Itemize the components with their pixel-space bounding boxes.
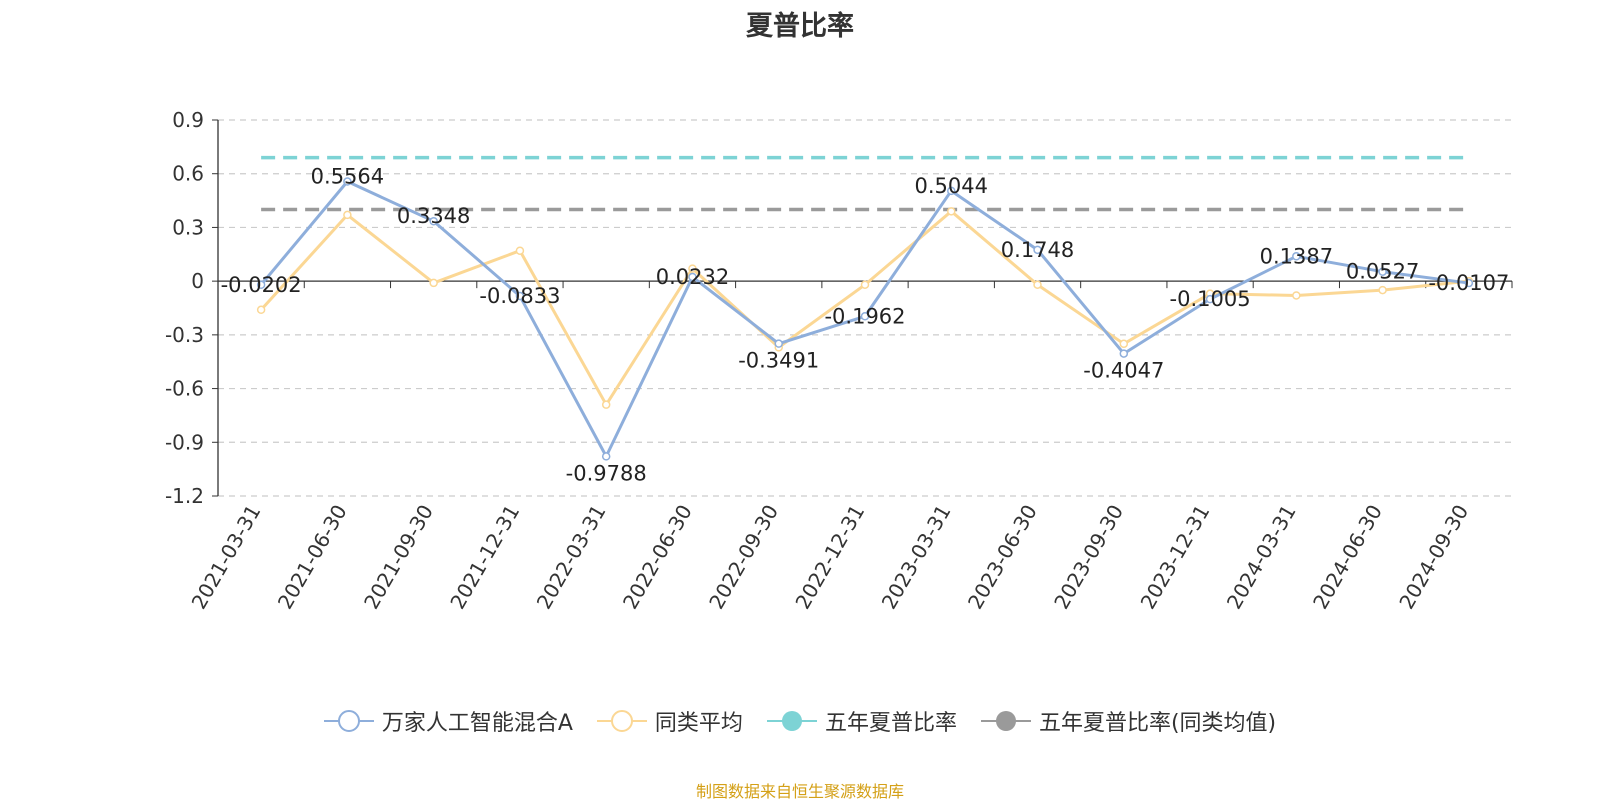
x-tick-label: 2024-03-31 [1222, 501, 1301, 614]
data-point [1205, 294, 1215, 304]
chart-title: 夏普比率 [746, 11, 854, 42]
data-point [429, 278, 438, 288]
x-tick-label: 2024-09-30 [1394, 501, 1473, 614]
data-label: 0.0232 [656, 265, 729, 289]
data-point [860, 280, 870, 289]
data-point [1464, 278, 1474, 288]
legend-item-series1[interactable]: 万家人工智能混合A [323, 705, 573, 737]
y-tick-label: 0.6 [172, 162, 204, 186]
legend-line-circle-icon [596, 710, 647, 732]
data-point [515, 246, 525, 255]
y-tick-label: -0.3 [165, 323, 204, 347]
x-tick-label: 2023-03-31 [877, 500, 956, 613]
x-tick-label: 2022-03-31 [532, 501, 611, 614]
legend-line-dot-icon [766, 711, 817, 731]
x-tick-label: 2021-12-31 [445, 501, 524, 614]
data-point [515, 291, 525, 301]
data-point [601, 452, 611, 461]
data-label: 0.5044 [915, 174, 988, 198]
data-label: -0.0202 [221, 273, 302, 297]
data-point [343, 177, 352, 186]
y-tick-label: 0.9 [172, 108, 204, 132]
y-tick-label: 0.3 [172, 215, 204, 239]
data-label: -0.0107 [1428, 271, 1509, 295]
legend-label-series1: 万家人工智能混合A [381, 711, 573, 736]
y-tick-label: 0 [191, 269, 204, 293]
legend-label-series2: 同类平均 [654, 711, 743, 736]
data-label: -0.3491 [738, 349, 819, 373]
legend-label-five-year: 五年夏普比率 [824, 711, 957, 736]
data-label: -0.4047 [1083, 359, 1164, 383]
data-point [1119, 349, 1129, 358]
source-note: 制图数据来自恒生聚源数据库 [695, 782, 904, 801]
x-tick-label: 2023-09-30 [1049, 501, 1128, 614]
legend-item-five-year[interactable]: 五年夏普比率 [766, 705, 957, 737]
data-point [1378, 285, 1387, 295]
data-point [256, 305, 266, 315]
data-point [1033, 245, 1042, 255]
legend-item-series2[interactable]: 同类平均 [596, 705, 743, 737]
data-labels: -0.0202 0.5564 0.3348 -0.0833 -0.9788 0.0232 -… [221, 165, 1510, 486]
data-label: 0.1748 [1001, 238, 1074, 262]
reference-lines [261, 155, 1469, 212]
data-point [343, 210, 352, 220]
x-tick-label: 2022-12-31 [790, 501, 869, 614]
data-point [1119, 339, 1129, 349]
x-tick-label: 2021-06-30 [273, 501, 352, 614]
grid-lines [218, 119, 1512, 497]
y-tick-label: -0.9 [165, 430, 204, 454]
x-tick-label: 2022-06-30 [618, 501, 697, 614]
data-label: 0.1387 [1260, 244, 1333, 268]
data-label: -0.1005 [1170, 287, 1251, 311]
data-point [429, 216, 438, 226]
x-tick-label: 2021-03-31 [187, 501, 266, 614]
data-point [688, 264, 697, 273]
data-point [1292, 252, 1301, 261]
data-point [947, 186, 956, 196]
data-label: -0.9788 [566, 461, 647, 485]
legend-line-dot-icon [980, 711, 1031, 731]
x-tick-label: 2024-06-30 [1308, 501, 1387, 614]
data-point [256, 280, 266, 290]
data-point [1378, 267, 1387, 276]
series-lines [256, 177, 1474, 461]
data-point [1033, 280, 1042, 289]
data-label: 0.0527 [1346, 260, 1419, 284]
legend: 万家人工智能混合A 同类平均 五年夏普比率 五年夏普比率(同类均值) [0, 705, 1600, 737]
legend-label-five-year-avg: 五年夏普比率(同类均值) [1038, 711, 1277, 736]
legend-item-five-year-avg[interactable]: 五年夏普比率(同类均值) [980, 705, 1277, 737]
data-label: 0.3348 [397, 204, 470, 228]
y-tick-label: -0.6 [165, 377, 204, 401]
x-tick-label: 2021-09-30 [359, 500, 438, 613]
data-point [774, 339, 783, 348]
legend-line-circle-icon [323, 710, 374, 732]
data-label: -0.0833 [479, 284, 560, 308]
y-tick-label: -1.2 [165, 484, 204, 508]
data-label: 0.5564 [311, 165, 384, 189]
data-point [860, 312, 870, 321]
x-tick-label: 2023-12-31 [1135, 501, 1214, 614]
data-point [947, 207, 956, 216]
data-point [1292, 291, 1301, 300]
x-tick-label: 2023-06-30 [963, 501, 1042, 614]
data-point [688, 272, 697, 282]
x-tick-label: 2022-09-30 [704, 501, 783, 614]
data-label: -0.1962 [824, 304, 905, 328]
data-point [601, 400, 611, 409]
